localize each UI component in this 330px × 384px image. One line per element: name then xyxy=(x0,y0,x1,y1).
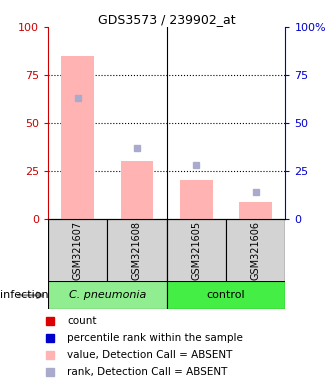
Bar xyxy=(48,281,167,309)
Bar xyxy=(180,180,213,219)
Bar xyxy=(240,202,272,219)
Text: control: control xyxy=(207,290,246,300)
Bar xyxy=(121,161,153,219)
Text: C. pneumonia: C. pneumonia xyxy=(69,290,146,300)
Bar xyxy=(226,219,285,282)
Text: GSM321608: GSM321608 xyxy=(132,221,142,280)
Bar xyxy=(167,219,226,282)
Title: GDS3573 / 239902_at: GDS3573 / 239902_at xyxy=(98,13,236,26)
Bar xyxy=(107,219,167,282)
Text: percentile rank within the sample: percentile rank within the sample xyxy=(67,333,243,343)
Text: GSM321606: GSM321606 xyxy=(251,221,261,280)
Bar xyxy=(167,281,285,309)
Text: GSM321605: GSM321605 xyxy=(191,221,201,280)
Text: count: count xyxy=(67,316,97,326)
Text: rank, Detection Call = ABSENT: rank, Detection Call = ABSENT xyxy=(67,367,228,377)
Text: infection: infection xyxy=(0,290,49,300)
Text: GSM321607: GSM321607 xyxy=(73,221,82,280)
Bar xyxy=(48,219,107,282)
Text: value, Detection Call = ABSENT: value, Detection Call = ABSENT xyxy=(67,350,233,360)
Bar xyxy=(61,56,94,219)
